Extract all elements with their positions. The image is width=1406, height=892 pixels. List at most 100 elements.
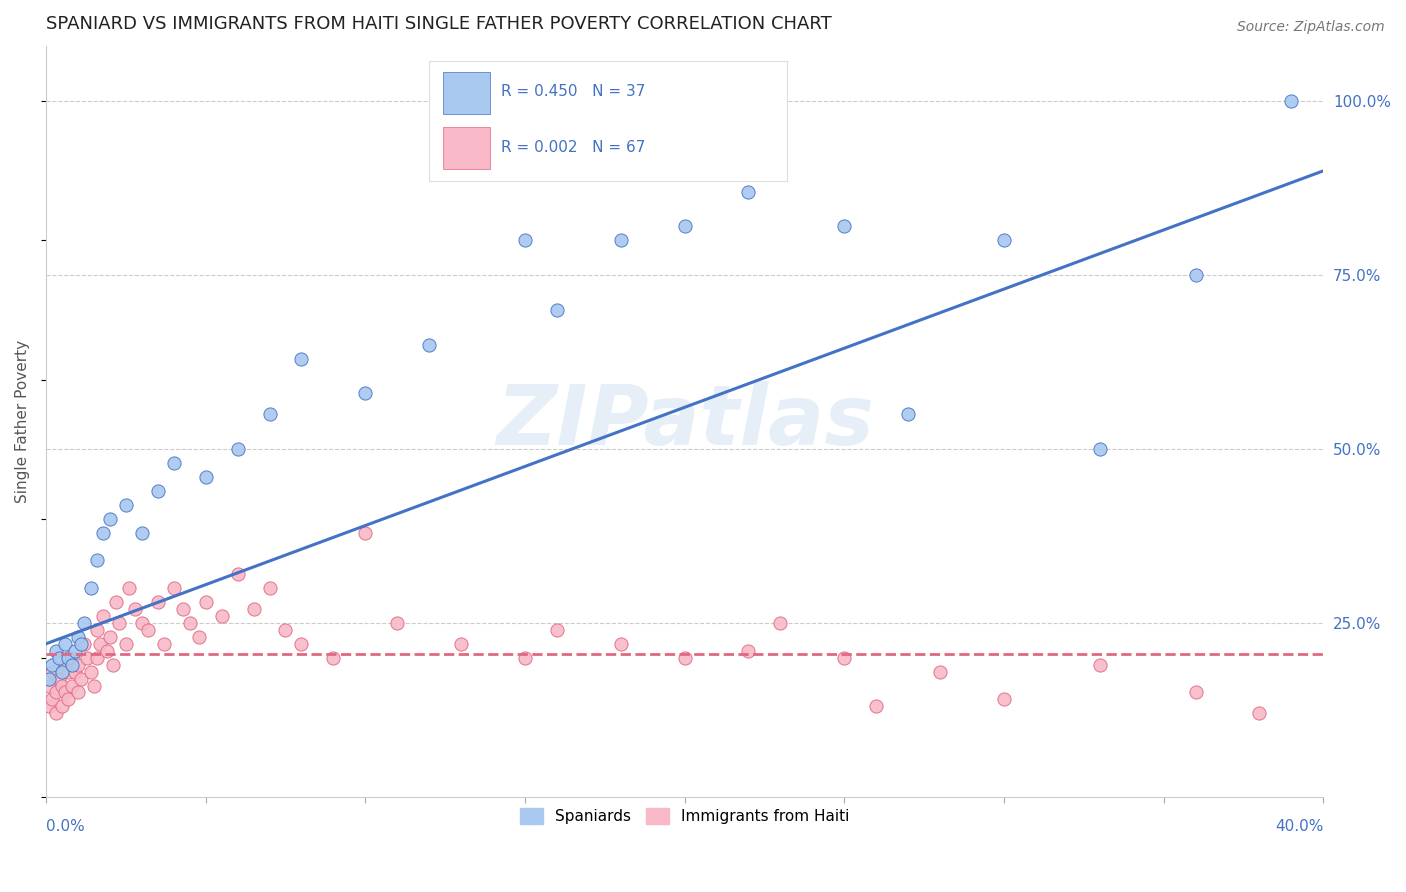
Point (226, 567, 249, 582)
Point (163, 456, 186, 470)
Point (70, 672, 93, 686)
Point (136, 623, 159, 637)
Point (45, 644, 67, 658)
Point (290, 351, 312, 366)
Point (546, 623, 568, 637)
Point (1279, 95, 1302, 109)
Text: ZIPatlas: ZIPatlas (496, 381, 873, 462)
Point (993, 692, 1015, 706)
Point (179, 615, 201, 630)
Point (73, 615, 96, 630)
Point (610, 637, 633, 651)
Point (63, 644, 86, 658)
Point (101, 657, 124, 672)
Point (58, 650, 80, 665)
Point (86, 650, 108, 665)
Point (53, 657, 76, 672)
Point (83, 679, 105, 693)
Point (63, 665, 86, 679)
Point (769, 615, 792, 630)
Point (259, 581, 281, 595)
Point (832, 650, 855, 665)
Point (274, 623, 297, 637)
Point (322, 650, 344, 665)
Point (354, 525, 377, 540)
Point (188, 630, 211, 644)
Point (737, 185, 759, 199)
Point (1088, 442, 1111, 456)
Point (865, 699, 887, 714)
Point (98, 511, 121, 525)
Point (124, 602, 146, 616)
Point (38, 672, 60, 686)
Point (41, 692, 63, 706)
Point (211, 609, 233, 624)
Point (897, 407, 920, 421)
Point (53, 685, 76, 699)
Point (76, 650, 98, 665)
Point (60, 679, 83, 693)
Point (673, 219, 696, 234)
Point (86, 623, 108, 637)
Point (194, 470, 217, 484)
Point (737, 644, 759, 658)
Point (832, 219, 855, 234)
Point (114, 637, 136, 651)
Point (513, 234, 536, 248)
Point (108, 615, 131, 630)
Point (259, 407, 281, 421)
Point (114, 498, 136, 512)
Point (70, 637, 93, 651)
Point (242, 602, 264, 616)
Point (98, 630, 121, 644)
Point (146, 483, 169, 498)
Point (60, 657, 83, 672)
Point (38, 679, 60, 693)
Point (172, 602, 194, 616)
Text: Source: ZipAtlas.com: Source: ZipAtlas.com (1237, 20, 1385, 34)
Point (53, 637, 76, 651)
Point (450, 637, 472, 651)
Point (48, 650, 70, 665)
Point (41, 665, 63, 679)
Point (86, 553, 108, 567)
Point (131, 525, 153, 540)
Point (673, 650, 696, 665)
Point (89, 637, 111, 651)
Point (929, 665, 952, 679)
Point (163, 581, 186, 595)
Point (1184, 268, 1206, 282)
Point (66, 630, 89, 644)
Point (354, 386, 377, 401)
Point (58, 692, 80, 706)
Point (118, 581, 141, 595)
Point (1249, 706, 1271, 721)
Point (146, 595, 169, 609)
Point (610, 234, 633, 248)
Point (131, 615, 153, 630)
Point (93, 525, 115, 540)
Point (45, 706, 67, 721)
Point (41, 657, 63, 672)
Point (1088, 657, 1111, 672)
Point (51, 699, 73, 714)
Point (546, 302, 568, 317)
Point (105, 595, 128, 609)
Point (93, 609, 115, 624)
Point (58, 665, 80, 679)
Point (79, 581, 101, 595)
Point (45, 685, 67, 699)
Point (60, 650, 83, 665)
Legend: Spaniards, Immigrants from Haiti: Spaniards, Immigrants from Haiti (513, 802, 856, 830)
Point (513, 650, 536, 665)
Point (51, 665, 73, 679)
Point (226, 442, 249, 456)
Point (993, 234, 1015, 248)
Point (66, 657, 89, 672)
Point (48, 672, 70, 686)
Point (290, 637, 312, 651)
Point (73, 637, 96, 651)
Text: 0.0%: 0.0% (46, 820, 84, 834)
Text: 40.0%: 40.0% (1275, 820, 1323, 834)
Point (79, 665, 101, 679)
